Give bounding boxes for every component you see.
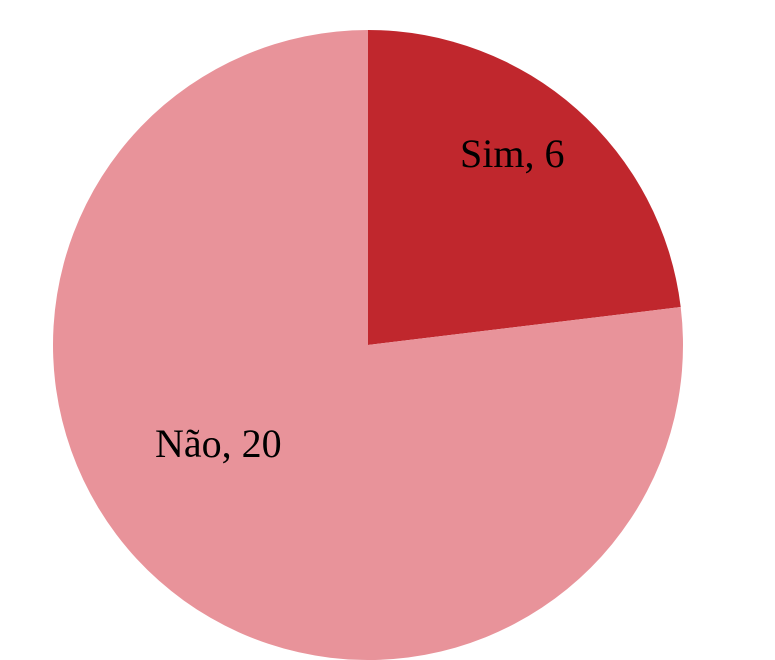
slice-label-não: Não, 20	[155, 420, 282, 467]
pie-chart-svg	[53, 30, 683, 660]
pie-slice-sim	[368, 30, 681, 345]
pie-chart-container: Sim, 6 Não, 20	[0, 0, 775, 657]
slice-label-sim: Sim, 6	[460, 130, 564, 177]
